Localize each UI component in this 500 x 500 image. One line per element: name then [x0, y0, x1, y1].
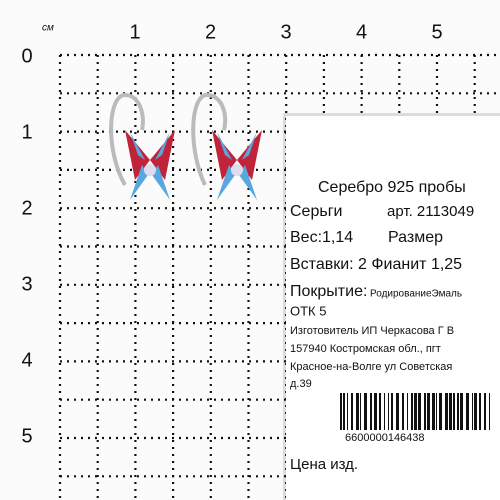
maker-line: Изготовитель ИП Черкасова Г В — [290, 325, 454, 337]
barcode-bar — [414, 393, 417, 430]
article: арт. 2113049 — [387, 203, 474, 220]
tag — [286, 116, 500, 500]
barcode — [340, 393, 490, 430]
barcode-bar — [360, 393, 361, 430]
earrings — [109, 92, 262, 200]
maker-line: д.39 — [290, 378, 312, 390]
ruler-left-label: 3 — [21, 273, 32, 295]
barcode-bar — [460, 393, 463, 430]
barcode-bar — [351, 393, 353, 430]
barcode-bar — [484, 393, 486, 430]
ruler-top-label: 5 — [431, 21, 442, 43]
ruler-labels: 1 2 3 4 5 0 1 2 3 4 5 — [21, 21, 442, 447]
maker-line: 157940 Костромская обл., пгт — [290, 343, 441, 355]
barcode-bar — [370, 393, 372, 430]
item: Серьги — [290, 203, 342, 220]
otk: ОТК 5 — [290, 303, 326, 318]
barcode-bar — [407, 393, 408, 430]
ruler-left-label: 0 — [21, 45, 32, 67]
ruler-left-label: 2 — [21, 197, 32, 219]
ruler-top-label: 1 — [129, 21, 140, 43]
ruler-top-label: 4 — [356, 21, 367, 43]
barcode-bar — [457, 393, 459, 430]
barcode-bar — [424, 393, 426, 430]
barcode-bar — [489, 393, 490, 430]
barcode-bar — [364, 393, 367, 430]
barcode-bar — [432, 393, 435, 430]
barcode-bar — [384, 393, 385, 430]
barcode-bar — [453, 393, 455, 430]
maker-line: Красное-на-Волге ул Советская — [290, 361, 452, 373]
ruler-left-label: 4 — [21, 349, 32, 371]
barcode-bar — [411, 393, 413, 430]
barcode-bar — [436, 393, 437, 430]
barcode-bar — [391, 393, 393, 430]
barcode-bar — [445, 393, 448, 430]
barcode-bar — [418, 393, 421, 430]
barcode-bar — [356, 393, 359, 430]
ruler-top-label: 2 — [205, 21, 216, 43]
barcode-bar — [474, 393, 477, 430]
inserts: Вставки: 2 Фианит 1,25 — [290, 256, 462, 273]
tag-text: Серебро 925 пробы Серьги арт. 2113049 Ве… — [290, 179, 490, 473]
ruler-unit: см — [42, 23, 54, 34]
barcode-bar — [374, 393, 377, 430]
barcode-bar — [402, 393, 404, 430]
barcode-bar — [449, 393, 452, 430]
ruler-top-label: 3 — [280, 21, 291, 43]
barcode-bar — [472, 393, 473, 430]
barcode-bar — [396, 393, 399, 430]
barcode-bar — [439, 393, 442, 430]
barcode-bar — [343, 393, 345, 430]
weight: Вес:1,14 — [290, 229, 353, 246]
barcode-bar — [347, 393, 348, 430]
coating: РодированиеЭмаль — [370, 289, 462, 300]
price: Цена изд. — [290, 456, 358, 473]
barcode-bar — [379, 393, 381, 430]
size: Размер — [388, 229, 443, 246]
material: Серебро 925 пробы — [318, 179, 466, 196]
barcode-bar — [427, 393, 430, 430]
barcode-bar — [340, 393, 342, 430]
barcode-bar — [388, 393, 389, 430]
ruler-left-label: 1 — [21, 121, 32, 143]
ruler-left-label: 5 — [21, 425, 32, 447]
barcode-number: 6600000146438 — [345, 432, 425, 444]
coating-title: Покрытие: — [290, 283, 367, 300]
barcode-bar — [466, 393, 469, 430]
barcode-bar — [479, 393, 481, 430]
